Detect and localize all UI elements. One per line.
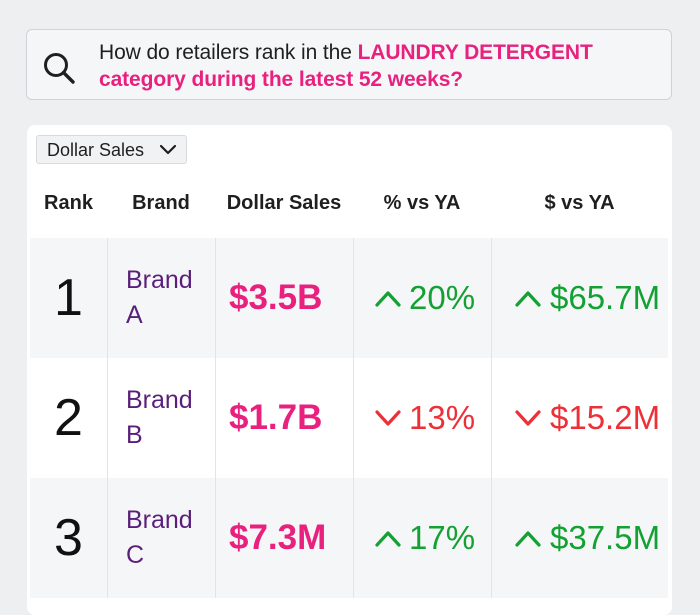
usd-vs-ya-cell: $15.2M	[491, 358, 668, 478]
brand-name-line-1: Brand	[126, 386, 193, 414]
brand-cell[interactable]: Brand B	[107, 358, 215, 478]
query-text: How do retailers rank in the LAUNDRY DET…	[99, 39, 659, 93]
brand-name-line-1: Brand	[126, 506, 193, 534]
usd-vs-ya-value: $37.5M	[550, 519, 661, 556]
rank-cell: 3	[54, 509, 83, 567]
column-header-usd-vs-ya: $ vs YA	[544, 192, 615, 214]
column-header-brand: Brand	[132, 192, 190, 214]
pct-vs-ya-value: 17%	[409, 519, 476, 556]
pct-vs-ya-cell: 13%	[353, 358, 491, 478]
table-row[interactable]: 3 Brand C $7.3M 17% $37.5M	[30, 478, 668, 598]
arrow-down-icon	[515, 410, 541, 426]
brand-name-line-1: Brand	[126, 266, 193, 294]
query-highlight-period: category during the latest 52 weeks?	[99, 68, 464, 91]
metric-select-value: Dollar Sales	[47, 140, 145, 160]
arrow-up-icon	[375, 291, 401, 307]
column-header-dollar-sales: Dollar Sales	[226, 192, 342, 214]
search-icon	[44, 53, 75, 84]
usd-vs-ya-value: $65.7M	[550, 279, 661, 316]
arrow-up-icon	[375, 531, 401, 547]
dollar-sales-cell: $1.7B	[215, 358, 353, 478]
chevron-down-icon	[159, 144, 177, 155]
query-prefix: How do retailers rank in the	[99, 41, 358, 64]
pct-vs-ya-value: 20%	[409, 279, 476, 316]
metric-select[interactable]: Dollar Sales	[36, 135, 187, 164]
brand-cell[interactable]: Brand C	[107, 478, 215, 598]
brand-name-line-2: B	[126, 421, 143, 449]
usd-vs-ya-cell: $37.5M	[491, 478, 668, 598]
arrow-down-icon	[375, 410, 401, 426]
usd-vs-ya-value: $15.2M	[550, 399, 661, 436]
results-card: Dollar Sales Rank Brand Dollar Sales % v…	[27, 125, 672, 615]
usd-vs-ya-cell: $65.7M	[491, 238, 668, 358]
pct-vs-ya-cell: 20%	[353, 238, 491, 358]
column-header-rank: Rank	[44, 192, 93, 214]
table-header: Rank Brand Dollar Sales % vs YA $ vs YA	[27, 189, 672, 221]
dollar-sales-cell: $3.5B	[215, 238, 353, 358]
query-highlight-category: LAUNDRY DETERGENT	[357, 41, 593, 64]
dollar-sales-cell: $7.3M	[215, 478, 353, 598]
pct-vs-ya-cell: 17%	[353, 478, 491, 598]
table-row[interactable]: 1 Brand A $3.5B 20% $65.7M	[30, 238, 668, 358]
query-bar[interactable]: How do retailers rank in the LAUNDRY DET…	[26, 29, 672, 100]
rank-cell: 1	[54, 269, 83, 327]
arrow-up-icon	[515, 531, 541, 547]
table-row[interactable]: 2 Brand B $1.7B 13% $15.2M	[30, 358, 668, 478]
brand-name-line-2: C	[126, 541, 145, 569]
pct-vs-ya-value: 13%	[409, 399, 476, 436]
brand-name-line-2: A	[126, 301, 143, 329]
brand-cell[interactable]: Brand A	[107, 238, 215, 358]
rank-cell: 2	[54, 389, 83, 447]
column-header-pct-vs-ya: % vs YA	[383, 192, 461, 214]
arrow-up-icon	[515, 291, 541, 307]
